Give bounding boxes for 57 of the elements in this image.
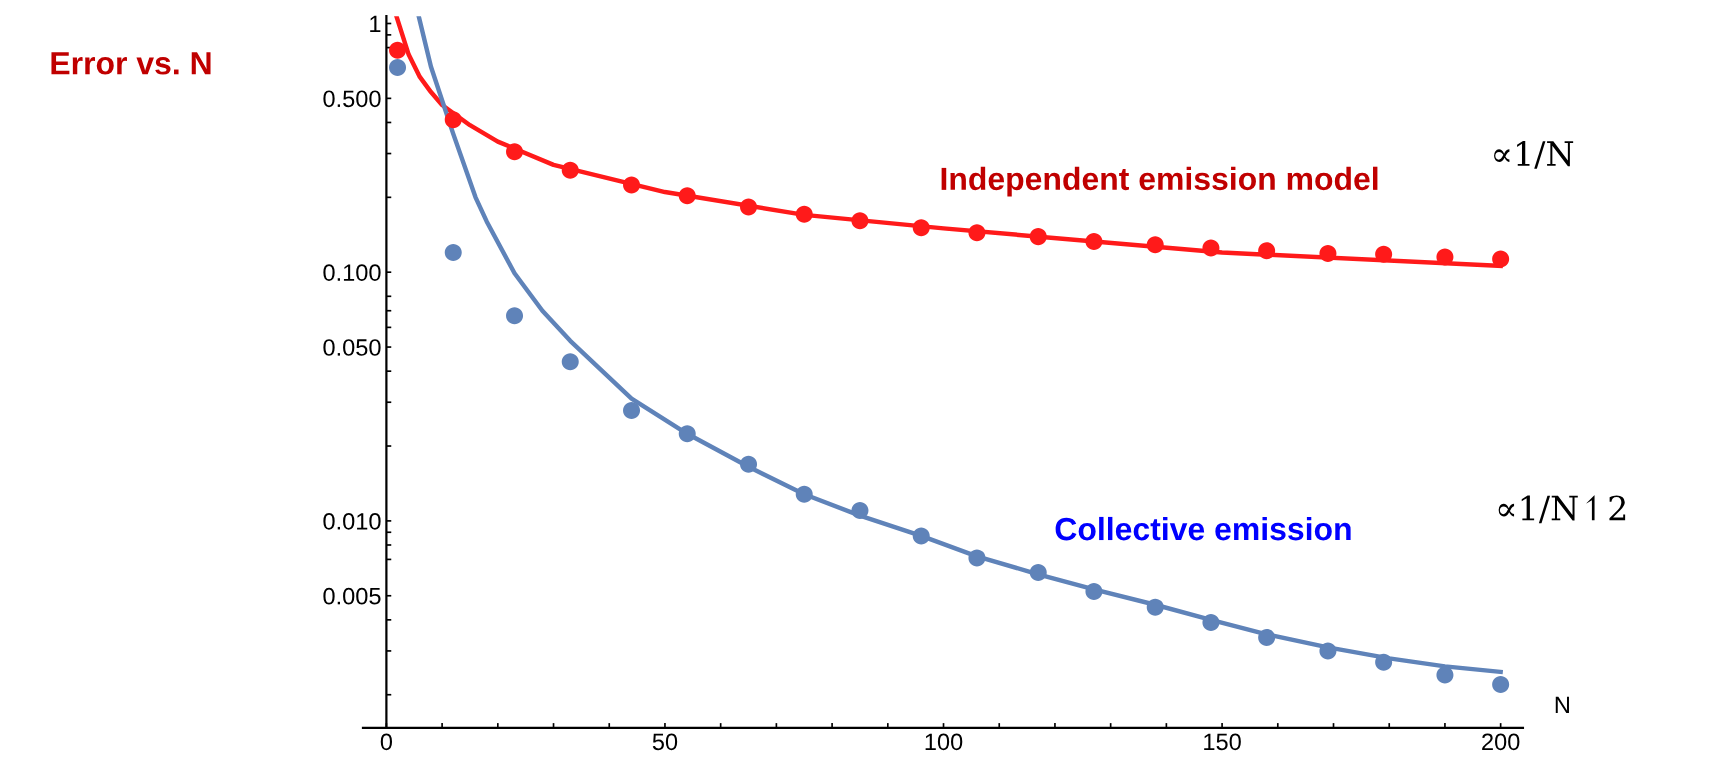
series-label: Independent emission model — [941, 166, 1378, 197]
y-tick-label: 0.500 — [323, 90, 381, 108]
point — [1492, 675, 1510, 693]
point — [389, 59, 407, 77]
point — [1492, 250, 1510, 268]
point — [1319, 244, 1337, 262]
y-tick-label: 1 — [370, 15, 381, 33]
point — [389, 41, 407, 59]
point — [1085, 232, 1103, 250]
point — [851, 212, 869, 230]
point — [1029, 228, 1047, 246]
y-axis-title: Error vs. N — [51, 52, 211, 75]
x-tick-label: 50 — [652, 733, 678, 751]
series-label: Collective emission — [1055, 516, 1351, 541]
point — [968, 224, 986, 242]
point — [795, 485, 813, 503]
point — [1202, 239, 1220, 257]
point — [1202, 614, 1220, 632]
y-tick-label: 0.005 — [323, 587, 381, 605]
point — [851, 502, 869, 520]
point — [1258, 242, 1276, 260]
point — [623, 176, 641, 194]
point — [561, 353, 579, 371]
point — [678, 187, 696, 205]
point — [1375, 653, 1393, 671]
x-tick-label: 200 — [1482, 733, 1520, 751]
point — [968, 549, 986, 567]
point — [1436, 666, 1454, 684]
x-tick-label: 100 — [925, 733, 963, 751]
point — [506, 307, 524, 325]
point — [1029, 564, 1047, 582]
point — [444, 244, 462, 262]
point — [678, 425, 696, 443]
point — [1436, 248, 1454, 266]
x-axis-title: N — [1555, 696, 1569, 714]
annotation: ∝1/N — [1494, 140, 1574, 169]
point — [1146, 598, 1164, 616]
point — [740, 198, 758, 216]
point — [912, 219, 930, 237]
point — [1146, 236, 1164, 254]
y-tick-label: 0.010 — [323, 512, 381, 530]
point — [1319, 642, 1337, 660]
point — [506, 143, 524, 161]
point — [1375, 245, 1393, 263]
point — [740, 455, 758, 473]
x-tick-label: 0 — [380, 733, 393, 751]
point — [444, 111, 462, 129]
point — [1258, 628, 1276, 646]
annotation: ∝1/N↿2 — [1498, 495, 1626, 524]
point — [912, 527, 930, 545]
point — [795, 205, 813, 223]
point — [623, 401, 641, 419]
point — [1085, 583, 1103, 601]
y-tick-label: 0.100 — [323, 264, 381, 281]
point — [561, 161, 579, 179]
x-tick-label: 150 — [1204, 733, 1241, 751]
y-tick-label: 0.050 — [323, 339, 381, 356]
